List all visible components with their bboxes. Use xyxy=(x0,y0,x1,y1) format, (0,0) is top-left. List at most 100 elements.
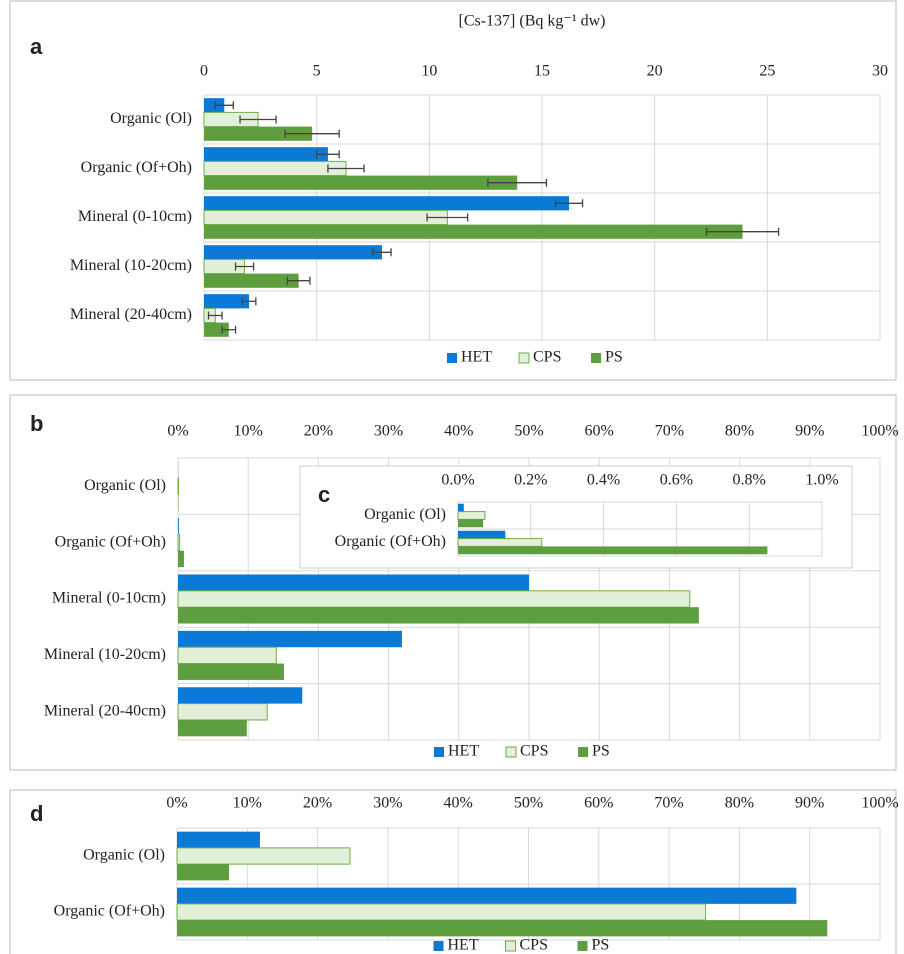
x-tick-label: 0.2% xyxy=(514,472,547,489)
panel-label: c xyxy=(318,482,330,507)
x-tick-label: 80% xyxy=(725,795,754,812)
y-tick-label: Mineral (20-40cm) xyxy=(70,306,192,323)
x-tick-label: 1.0% xyxy=(805,472,838,489)
x-tick-label: 0 xyxy=(200,63,208,80)
x-tick-label: 30 xyxy=(872,63,888,80)
x-tick-label: 70% xyxy=(654,795,683,812)
bar xyxy=(178,550,184,568)
legend-label: CPS xyxy=(520,937,548,954)
bar xyxy=(178,630,402,648)
legend-swatch xyxy=(505,746,517,758)
legend-swatch xyxy=(434,747,444,757)
bar xyxy=(177,703,268,721)
x-tick-label: 15 xyxy=(534,63,550,80)
bar xyxy=(177,646,277,665)
panel-label: d xyxy=(30,801,43,826)
x-tick-label: 0.6% xyxy=(660,472,693,489)
x-tick-label: 0% xyxy=(166,795,187,812)
x-tick-label: 40% xyxy=(444,423,473,440)
x-tick-label: 60% xyxy=(585,423,614,440)
legend-swatch xyxy=(433,941,444,951)
x-tick-label: 5 xyxy=(313,63,321,80)
bar xyxy=(204,147,328,162)
bar xyxy=(458,530,506,539)
bar xyxy=(457,538,543,547)
x-tick-label: 10% xyxy=(233,795,262,812)
bar xyxy=(178,607,699,624)
x-tick-label: 0.4% xyxy=(587,472,620,489)
legend-label: CPS xyxy=(533,349,561,366)
bar xyxy=(177,920,828,937)
legend-label: PS xyxy=(592,743,610,760)
panel-label: a xyxy=(30,34,43,59)
bar xyxy=(458,503,464,512)
y-tick-label: Organic (Ol) xyxy=(110,110,192,127)
bar xyxy=(177,831,260,848)
x-tick-label: 30% xyxy=(373,795,402,812)
bar xyxy=(177,887,797,904)
y-tick-label: Organic (Of+Oh) xyxy=(335,533,446,550)
bar xyxy=(178,687,303,704)
y-tick-label: Organic (Ol) xyxy=(84,477,166,494)
bar xyxy=(177,477,180,495)
bar xyxy=(458,519,484,528)
bar xyxy=(177,864,230,881)
bar xyxy=(203,209,448,226)
legend-label: HET xyxy=(448,937,479,954)
legend-label: HET xyxy=(461,349,492,366)
legend-label: HET xyxy=(448,743,479,760)
y-tick-label: Mineral (0-10cm) xyxy=(78,208,192,225)
x-tick-label: 80% xyxy=(725,423,754,440)
x-tick-label: 90% xyxy=(795,795,824,812)
x-tick-label: 60% xyxy=(584,795,613,812)
y-tick-label: Mineral (10-20cm) xyxy=(44,646,166,663)
x-tick-label: 50% xyxy=(514,423,543,440)
x-tick-label: 20 xyxy=(647,63,663,80)
bar xyxy=(204,98,225,113)
y-tick-label: Organic (Ol) xyxy=(364,506,446,523)
bar xyxy=(176,847,351,865)
bar xyxy=(204,294,250,309)
bar xyxy=(204,273,299,288)
x-tick-label: 10% xyxy=(234,423,263,440)
legend-swatch xyxy=(591,353,601,363)
x-tick-label: 30% xyxy=(374,423,403,440)
x-tick-label: 0.0% xyxy=(441,472,474,489)
y-tick-label: Organic (Of+Oh) xyxy=(54,903,165,920)
panel-frame xyxy=(9,0,897,381)
bar xyxy=(177,590,691,608)
legend-swatch xyxy=(577,941,588,951)
x-tick-label: 70% xyxy=(655,423,684,440)
legend-swatch xyxy=(518,352,530,364)
panel-frame xyxy=(9,789,897,954)
bar xyxy=(204,224,743,239)
bar xyxy=(204,196,570,211)
legend-swatch xyxy=(505,940,516,952)
y-tick-label: Organic (Of+Oh) xyxy=(81,159,192,176)
x-tick-label: 25 xyxy=(759,63,775,80)
x-tick-label: 0% xyxy=(167,423,188,440)
bar xyxy=(457,511,486,520)
y-tick-label: Organic (Of+Oh) xyxy=(55,533,166,550)
x-tick-label: 20% xyxy=(303,795,332,812)
legend-swatch xyxy=(447,353,457,363)
chart-title: [Cs-137] (Bq kg⁻¹ dw) xyxy=(458,13,605,30)
legend-swatch xyxy=(578,747,588,757)
x-tick-label: 20% xyxy=(304,423,333,440)
bar xyxy=(203,160,347,177)
x-tick-label: 10 xyxy=(421,63,437,80)
x-tick-label: 50% xyxy=(514,795,543,812)
bar xyxy=(178,574,529,591)
y-tick-label: Mineral (20-40cm) xyxy=(44,702,166,719)
panel-frame xyxy=(9,394,897,771)
bar xyxy=(176,903,707,921)
y-tick-label: Organic (Ol) xyxy=(83,847,165,864)
legend-label: PS xyxy=(592,937,610,954)
y-tick-label: Mineral (10-20cm) xyxy=(70,257,192,274)
x-tick-label: 40% xyxy=(444,795,473,812)
bar xyxy=(178,663,285,680)
x-tick-label: 100% xyxy=(861,795,898,812)
bar xyxy=(177,533,181,552)
bar xyxy=(204,175,518,190)
